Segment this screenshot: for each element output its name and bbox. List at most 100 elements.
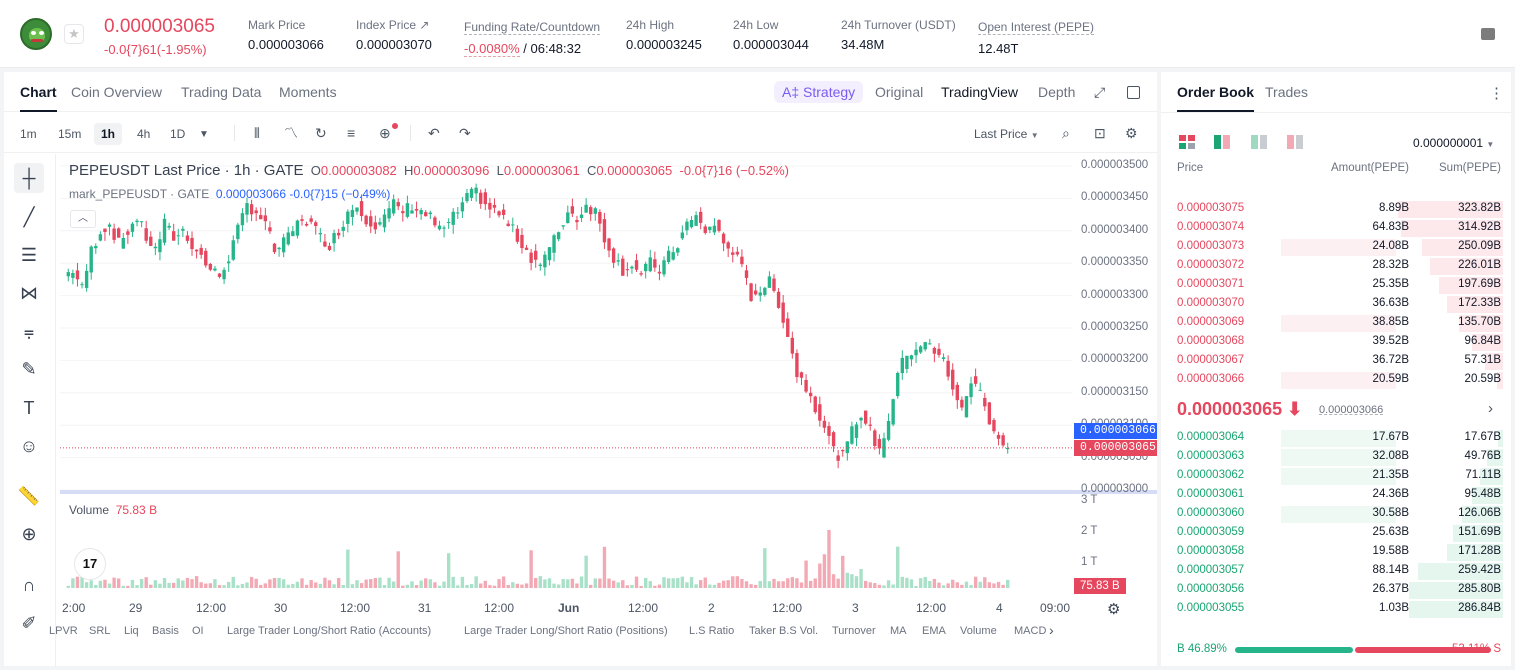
ask-row[interactable]: 0.000003072 28.32B 226.01B bbox=[1161, 257, 1511, 276]
interval-15m[interactable]: 15m bbox=[58, 127, 82, 141]
volume-bar bbox=[570, 578, 575, 588]
ask-row[interactable]: 0.000003066 20.59B 20.59B bbox=[1161, 371, 1511, 390]
indicators-icon[interactable]: 〽 bbox=[284, 125, 298, 141]
horizontal-lines-icon[interactable]: ☰ bbox=[20, 245, 38, 265]
indicator-item[interactable]: MACD bbox=[1014, 625, 1047, 637]
tradingview-logo[interactable]: 17 bbox=[74, 548, 106, 580]
tab-chart[interactable]: Chart bbox=[20, 84, 57, 112]
indicator-item[interactable]: Large Trader Long/Short Ratio (Accounts) bbox=[227, 625, 432, 637]
chevron-right-icon[interactable]: › bbox=[1488, 400, 1493, 417]
magnet-icon[interactable]: ∩ bbox=[22, 575, 36, 595]
tab-moments[interactable]: Moments bbox=[279, 84, 337, 100]
trendline-icon[interactable]: ╱ bbox=[23, 207, 35, 227]
indicator-item[interactable]: SRL bbox=[89, 625, 111, 637]
view-tradingview[interactable]: TradingView bbox=[941, 84, 1019, 100]
fib-icon[interactable]: ⩦ bbox=[23, 321, 35, 341]
indicator-item[interactable]: Liq bbox=[124, 625, 139, 637]
bid-row[interactable]: 0.000003058 19.58B 171.28B bbox=[1161, 543, 1511, 562]
lock-drawing-icon[interactable]: ✐ bbox=[21, 613, 37, 633]
fullscreen-icon[interactable] bbox=[1127, 86, 1140, 99]
view-depth[interactable]: Depth bbox=[1038, 84, 1076, 100]
chart-area[interactable]: PEPEUSDT Last Price · 1h · GATE O0.00000… bbox=[60, 154, 1157, 666]
tab-coin-overview[interactable]: Coin Overview bbox=[71, 84, 163, 100]
expand-icon[interactable]: ⤢ bbox=[1094, 84, 1106, 100]
bid-row[interactable]: 0.000003057 88.14B 259.42B bbox=[1161, 562, 1511, 581]
compare-icon[interactable]: ↻ bbox=[315, 125, 327, 141]
redo-icon[interactable]: ↷ bbox=[459, 125, 471, 141]
bid-row[interactable]: 0.000003055 1.03B 286.84B bbox=[1161, 600, 1511, 619]
candlestick-chart[interactable] bbox=[60, 154, 1157, 666]
bid-row[interactable]: 0.000003056 26.37B 285.80B bbox=[1161, 581, 1511, 600]
more-icon[interactable]: ⋮ bbox=[1489, 85, 1504, 102]
crosshair-icon[interactable]: ┼ bbox=[14, 163, 44, 193]
view-asks-only-icon[interactable] bbox=[1251, 135, 1267, 149]
price-type-select[interactable]: Last Price ▼ bbox=[974, 127, 1039, 141]
candle-body bbox=[245, 203, 249, 215]
indicator-item[interactable]: EMA bbox=[922, 625, 946, 637]
favorite-star-icon[interactable]: ★ bbox=[64, 24, 84, 44]
indicator-item[interactable]: LPVR bbox=[49, 625, 78, 637]
brush-icon[interactable]: ✎ bbox=[21, 359, 37, 379]
ruler-icon[interactable]: 📏 bbox=[17, 486, 41, 506]
indicator-item[interactable]: Turnover bbox=[832, 625, 876, 637]
chevron-down-icon[interactable]: ▼ bbox=[199, 129, 209, 140]
ask-row[interactable]: 0.000003071 25.35B 197.69B bbox=[1161, 276, 1511, 295]
indicator-item[interactable]: Large Trader Long/Short Ratio (Positions… bbox=[464, 625, 668, 637]
view-bids-only-icon[interactable] bbox=[1287, 135, 1303, 149]
ask-row[interactable]: 0.000003070 36.63B 172.33B bbox=[1161, 295, 1511, 314]
volume-bar bbox=[291, 583, 295, 588]
indicator-item[interactable]: Taker B.S Vol. bbox=[749, 625, 819, 637]
ask-row[interactable]: 0.000003073 24.08B 250.09B bbox=[1161, 238, 1511, 257]
undo-icon[interactable]: ↶ bbox=[428, 125, 440, 141]
volume-bar bbox=[561, 579, 565, 588]
tab-trading-data[interactable]: Trading Data bbox=[181, 84, 262, 100]
book-icon[interactable] bbox=[1481, 28, 1495, 40]
text-icon[interactable]: T bbox=[23, 398, 35, 418]
add-icon[interactable]: ⊕ bbox=[379, 123, 398, 141]
interval-1m[interactable]: 1m bbox=[20, 127, 37, 141]
bid-row[interactable]: 0.000003062 21.35B 71.11B bbox=[1161, 467, 1511, 486]
indicator-item[interactable]: Basis bbox=[152, 625, 179, 637]
view-original[interactable]: Original bbox=[875, 84, 924, 100]
candle-body bbox=[286, 232, 290, 245]
bid-row[interactable]: 0.000003060 30.58B 126.06B bbox=[1161, 505, 1511, 524]
emoji-icon[interactable]: ☺ bbox=[19, 436, 39, 456]
camera-icon[interactable]: ⊡ bbox=[1094, 125, 1106, 141]
ask-row[interactable]: 0.000003074 64.83B 314.92B bbox=[1161, 219, 1511, 238]
stat-index-price[interactable]: Index Price ↗ 0.000003070 bbox=[356, 18, 432, 52]
tab-order-book[interactable]: Order Book bbox=[1177, 84, 1255, 112]
interval-4h[interactable]: 4h bbox=[137, 127, 151, 141]
interval-1d[interactable]: 1D bbox=[170, 127, 186, 141]
view-both-icon[interactable] bbox=[1179, 135, 1195, 149]
search-icon[interactable]: ⌕ bbox=[1062, 125, 1070, 141]
zoom-in-icon[interactable]: ⊕ bbox=[21, 524, 37, 544]
price-axis-tick: 0.000003450 bbox=[1081, 191, 1149, 203]
candle-body bbox=[653, 259, 657, 268]
indicator-item[interactable]: OI bbox=[192, 625, 204, 637]
tab-trades[interactable]: Trades bbox=[1265, 84, 1309, 100]
pattern-icon[interactable]: ⋈ bbox=[20, 283, 38, 303]
bid-row[interactable]: 0.000003059 25.63B 151.69B bbox=[1161, 524, 1511, 543]
interval-1h[interactable]: 1h bbox=[94, 123, 123, 145]
ask-row[interactable]: 0.000003068 39.52B 96.84B bbox=[1161, 333, 1511, 352]
tick-size-select[interactable]: 0.000000001 ▼ bbox=[1413, 136, 1495, 150]
indicator-item[interactable]: Volume bbox=[960, 625, 997, 637]
candles-icon[interactable]: ⫴ bbox=[254, 125, 260, 141]
bid-row[interactable]: 0.000003063 32.08B 49.76B bbox=[1161, 448, 1511, 467]
col-header-amount: Amount(PEPE) bbox=[1331, 162, 1409, 174]
view-bids-icon[interactable] bbox=[1214, 135, 1230, 149]
ask-row[interactable]: 0.000003075 8.89B 323.82B bbox=[1161, 200, 1511, 219]
bid-row[interactable]: 0.000003061 24.36B 95.48B bbox=[1161, 486, 1511, 505]
chevron-right-icon[interactable]: › bbox=[1049, 622, 1054, 638]
collapse-legend-button[interactable]: ︿ bbox=[70, 210, 96, 228]
ask-row[interactable]: 0.000003069 38.85B 135.70B bbox=[1161, 314, 1511, 333]
templates-icon[interactable]: ≡ bbox=[347, 125, 356, 141]
indicator-item[interactable]: MA bbox=[890, 625, 907, 637]
ask-row[interactable]: 0.000003067 36.72B 57.31B bbox=[1161, 352, 1511, 371]
indicator-item[interactable]: L.S Ratio bbox=[689, 625, 735, 637]
chart-settings-icon[interactable]: ⚙ bbox=[1107, 601, 1121, 618]
gear-icon[interactable]: ⚙ bbox=[1125, 125, 1138, 141]
bid-row[interactable]: 0.000003064 17.67B 17.67B bbox=[1161, 429, 1511, 448]
strategy-button[interactable]: A‡ Strategy bbox=[774, 81, 864, 103]
volume-bar bbox=[850, 574, 854, 588]
